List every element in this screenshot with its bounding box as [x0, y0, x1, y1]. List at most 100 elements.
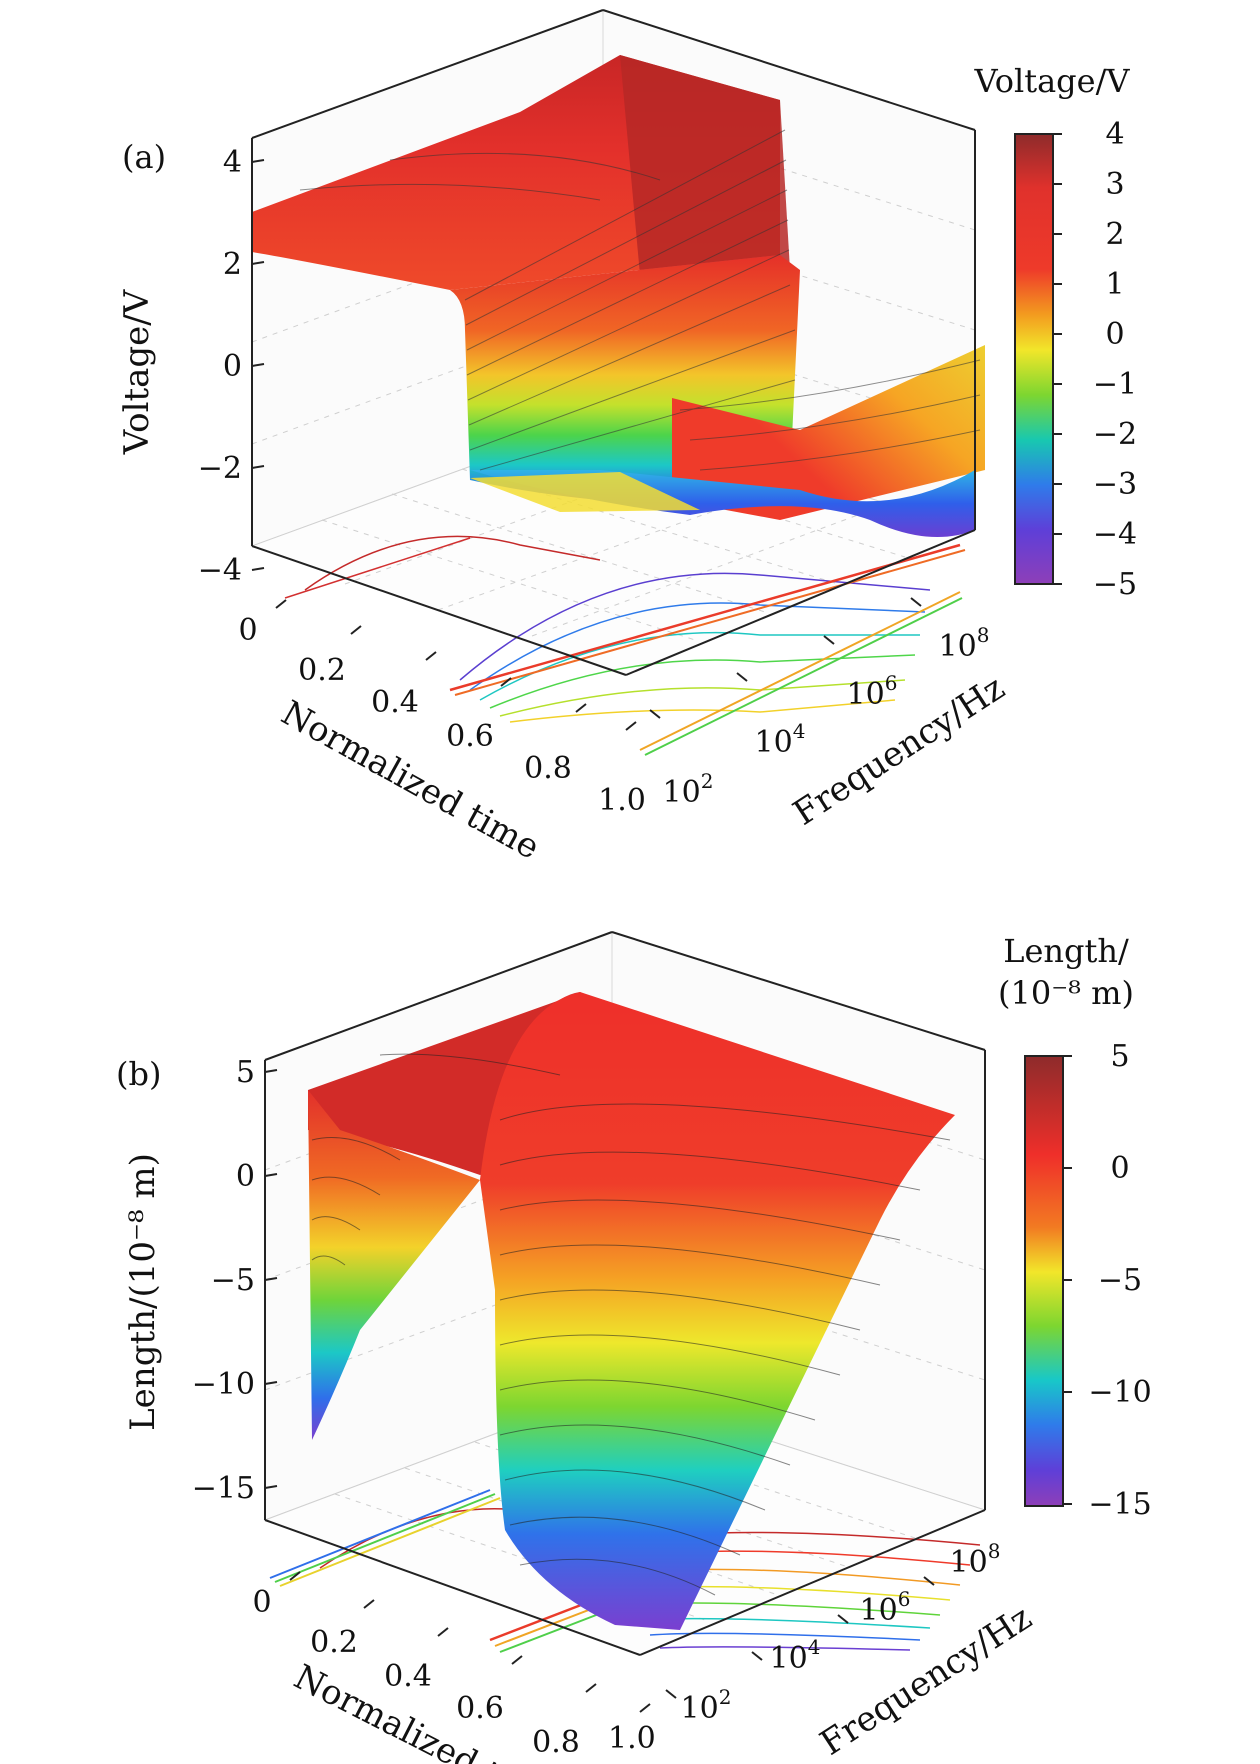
y-tick-b-3: 108 — [950, 1539, 1001, 1580]
y-tick-a-1-exp: 4 — [793, 719, 806, 743]
colorbar-scale-a — [1014, 133, 1054, 585]
cb-a-6: −2 — [1093, 417, 1137, 452]
y-tick-b-3-base: 10 — [950, 1545, 988, 1580]
y-tick-a-1: 104 — [755, 719, 806, 760]
z-tick-a-0: 4 — [223, 145, 242, 180]
surface-b-contours — [311, 1053, 951, 1596]
colorbar-ticks-a — [1053, 133, 1062, 585]
z-ticks-a — [251, 159, 265, 571]
z-tick-a-2: 0 — [223, 349, 242, 384]
y-tick-a-2-exp: 6 — [885, 671, 898, 695]
x-tick-b-5-visible: 1.0 — [608, 1721, 656, 1756]
x-tick-a-1: 0.2 — [298, 653, 346, 688]
y-tick-a-0-exp: 2 — [701, 769, 714, 793]
cb-a-2: 2 — [1105, 217, 1124, 252]
z-ticks-b — [264, 1069, 278, 1489]
z-tick-labels-b: 5 0 −5 −10 −15 — [192, 1055, 255, 1506]
y-tick-b-2: 106 — [860, 1587, 911, 1628]
colorbar-labels-b: 5 0 −5 −10 −15 — [1088, 1039, 1151, 1522]
surface-b-leftstrip — [308, 1090, 480, 1440]
z-tick-b-3: −10 — [192, 1367, 255, 1402]
colorbar-ticks-b — [1063, 1055, 1072, 1505]
z-axis-label-a: Voltage/V — [117, 288, 157, 455]
z-tick-a-4: −4 — [198, 553, 242, 588]
cb-b-4: −15 — [1088, 1487, 1151, 1522]
colorbar-b: Length/ (10⁻⁸ m) 5 0 −5 −10 −15 — [998, 932, 1152, 1522]
z-tick-labels-a: 4 2 0 −2 −4 — [198, 145, 242, 588]
x-tick-a-4: 0.8 — [524, 751, 572, 786]
cb-b-0: 5 — [1110, 1039, 1129, 1074]
cb-a-7: −3 — [1093, 467, 1137, 502]
y-tick-a-0-base: 10 — [663, 775, 701, 810]
y-tick-b-1-exp: 4 — [808, 1635, 821, 1659]
y-tick-a-0: 102 — [663, 769, 714, 810]
x-tick-b-4: 0.8 — [532, 1725, 580, 1760]
y-tick-a-3-exp: 8 — [977, 623, 990, 647]
x-tick-b-2: 0.4 — [384, 1659, 432, 1694]
x-tick-b-0: 0 — [252, 1585, 271, 1620]
cb-a-0: 4 — [1105, 117, 1124, 152]
x-tick-b-3: 0.6 — [456, 1691, 504, 1726]
surface-a-fold — [620, 55, 790, 275]
panel-label-b: (b) — [116, 1055, 161, 1093]
y-ticks-a — [649, 597, 922, 719]
colorbar-title-b-line1: Length/ — [1003, 932, 1129, 970]
x-tick-a-2: 0.4 — [371, 685, 419, 720]
cb-a-4: 0 — [1105, 317, 1124, 352]
cb-b-3: −10 — [1088, 1375, 1151, 1410]
z-tick-b-0: 5 — [236, 1055, 255, 1090]
y-axis-label-a: Frequency/Hz — [786, 668, 1012, 834]
y-tick-b-2-exp: 6 — [898, 1587, 911, 1611]
y-tick-b-1-base: 10 — [770, 1641, 808, 1676]
cb-b-1: 0 — [1110, 1151, 1129, 1186]
panel-b: (b) 5 0 −5 −10 −15 Length/(10⁻⁸ m) 0 0.2… — [116, 931, 1152, 1764]
z-tick-a-3: −2 — [198, 451, 242, 486]
y-tick-b-0: 102 — [681, 1685, 732, 1726]
surface-a-rightsheet — [672, 345, 985, 520]
surface-a-contours — [299, 129, 981, 471]
y-ticks-b — [665, 1576, 935, 1699]
x-tick-a-3: 0.6 — [446, 719, 494, 754]
y-tick-a-3: 108 — [939, 623, 990, 664]
cb-a-9: −5 — [1093, 567, 1137, 602]
z-axis-label-b: Length/(10⁻⁸ m) — [123, 1153, 163, 1431]
floor-contours-a — [284, 535, 966, 756]
y-tick-b-3-exp: 8 — [988, 1539, 1001, 1563]
surface-b — [308, 992, 955, 1630]
y-tick-b-0-base: 10 — [681, 1691, 719, 1726]
frame-a — [251, 9, 976, 676]
colorbar-title-a: Voltage/V — [974, 62, 1131, 100]
z-tick-b-2: −5 — [211, 1263, 255, 1298]
x-tick-b-1: 0.2 — [310, 1625, 358, 1660]
z-tick-b-1: 0 — [236, 1159, 255, 1194]
x-ticks-a — [275, 599, 637, 731]
frame-b — [264, 931, 986, 1656]
x-tick-a-5: 1.0 — [598, 783, 646, 818]
y-tick-a-2: 106 — [847, 671, 898, 712]
y-tick-b-2-base: 10 — [860, 1593, 898, 1628]
x-tick-a-0: 0 — [238, 613, 257, 648]
x-tick-labels-a: 0 0.2 0.4 0.6 0.8 1.0 — [238, 613, 645, 818]
surface-a — [252, 55, 985, 538]
y-tick-labels-a: 102 104 106 108 — [663, 623, 990, 810]
colorbar-a: Voltage/V 4 3 2 1 0 −1 −2 −3 −4 −5 — [974, 62, 1138, 602]
cb-b-2: −5 — [1098, 1263, 1142, 1298]
cb-a-8: −4 — [1093, 517, 1137, 552]
cb-a-1: 3 — [1105, 167, 1124, 202]
panel-a: (a) 4 2 0 −2 −4 Voltage/V 0 0.2 0.4 0.6 … — [117, 9, 1138, 868]
z-tick-a-1: 2 — [223, 247, 242, 282]
y-tick-a-1-base: 10 — [755, 725, 793, 760]
x-tick-labels-b: 0 0.2 0.4 0.6 0.8 1.0 — [252, 1585, 579, 1760]
y-tick-b-1: 104 — [770, 1635, 821, 1676]
y-tick-b-0-exp: 2 — [719, 1685, 732, 1709]
colorbar-title-b-line2: (10⁻⁸ m) — [998, 974, 1134, 1012]
x-ticks-b — [289, 1571, 651, 1713]
cb-a-5: −1 — [1093, 367, 1137, 402]
y-tick-a-3-base: 10 — [939, 629, 977, 664]
colorbar-labels-a: 4 3 2 1 0 −1 −2 −3 −4 −5 — [1093, 117, 1137, 602]
cb-a-3: 1 — [1105, 267, 1124, 302]
panel-label-a: (a) — [122, 138, 166, 176]
surface-a-floor-sheet — [470, 472, 700, 512]
colorbar-scale-b — [1024, 1055, 1064, 1507]
